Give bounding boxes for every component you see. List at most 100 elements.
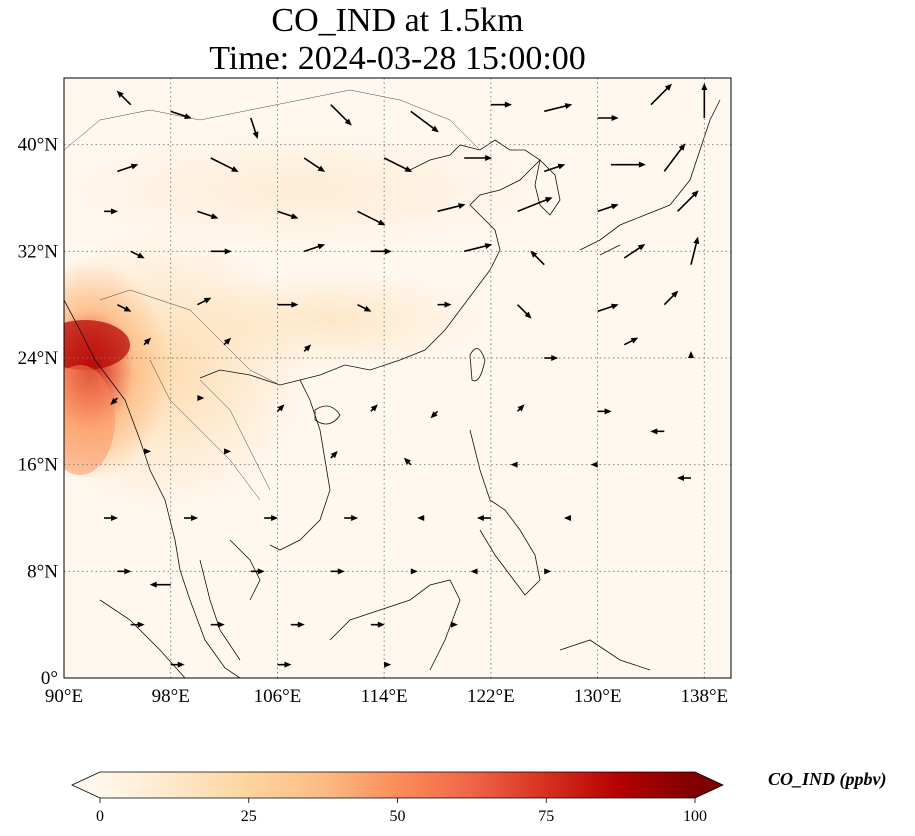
- border-china-southwest: [99, 289, 281, 386]
- wind-arrow: [403, 457, 412, 466]
- wind-arrow: [663, 290, 679, 306]
- wind-arrow: [303, 157, 326, 172]
- colorbar-ticks: 0 25 50 75 100: [96, 798, 707, 825]
- wind-arrow: [597, 303, 619, 313]
- border-china-north: [64, 89, 481, 151]
- wind-arrow: [210, 157, 239, 172]
- wind-arrow: [330, 568, 345, 575]
- x-tick-label: 122°E: [467, 686, 515, 707]
- colorbar: 0 25 50 75 100: [71, 771, 724, 825]
- colorbar-label: CO_IND (ppbv): [768, 769, 887, 789]
- co-plume-bay-of-bengal: [64, 365, 115, 475]
- x-tick-label: 114°E: [361, 686, 408, 707]
- wind-arrow: [663, 143, 686, 172]
- coastlines: [64, 99, 721, 678]
- wind-arrow: [623, 244, 646, 259]
- co-hotspot-myanmar: [64, 320, 130, 370]
- wind-arrow: [516, 304, 532, 319]
- wind-arrow: [410, 568, 418, 575]
- gridlines: [64, 78, 731, 678]
- map-title-line1: CO_IND at 1.5km: [271, 2, 524, 39]
- map-title-line2: Time: 2024-03-28 15:00:00: [209, 40, 586, 77]
- wind-arrow: [597, 408, 612, 415]
- wind-arrow: [517, 197, 553, 213]
- wind-arrow: [210, 621, 225, 628]
- y-tick-label: 40°N: [18, 135, 59, 156]
- coast-gulf-of-thailand: [229, 539, 261, 601]
- y-tick-labels: 0° 8°N 16°N 24°N 32°N 40°N: [18, 135, 59, 689]
- colorbar-tick-label: 75: [538, 808, 554, 825]
- wind-arrow: [701, 83, 708, 118]
- wind-arrow: [303, 344, 312, 352]
- wind-arrow: [223, 337, 232, 346]
- wind-arrow: [277, 301, 299, 308]
- wind-arrow: [383, 157, 413, 172]
- wind-arrow: [544, 568, 552, 575]
- x-tick-label: 106°E: [254, 686, 302, 707]
- wind-arrow: [476, 515, 491, 521]
- colorbar-tick-label: 50: [390, 808, 406, 825]
- wind-arrow: [690, 236, 700, 265]
- wind-arrow: [116, 90, 132, 106]
- colorbar-tick-label: 0: [96, 808, 104, 825]
- wind-arrow: [250, 568, 265, 575]
- wind-arrow: [276, 404, 285, 412]
- wind-arrow: [370, 248, 392, 255]
- wind-arrow: [117, 163, 139, 173]
- colorbar-extend-high: [695, 772, 723, 798]
- wind-arrow: [437, 203, 466, 213]
- wind-arrow: [184, 515, 199, 521]
- wind-arrow: [470, 568, 478, 575]
- wind-arrow: [597, 203, 619, 213]
- wind-arrow: [130, 621, 145, 628]
- x-tick-label: 130°E: [574, 686, 622, 707]
- wind-arrow: [170, 661, 185, 668]
- wind-arrow: [264, 515, 279, 521]
- wind-arrow: [410, 110, 439, 133]
- map-panel: [64, 78, 731, 678]
- wind-arrow: [277, 661, 292, 668]
- wind-arrow: [677, 190, 699, 212]
- wind-arrow: [117, 568, 132, 575]
- map-frame: [63, 77, 732, 679]
- colorbar-tick-label: 25: [241, 808, 257, 825]
- x-tick-labels: 90°E 98°E 106°E 114°E 122°E 130°E 138°E: [45, 686, 728, 707]
- wind-arrow: [170, 110, 192, 119]
- wind-arrow: [464, 155, 493, 161]
- wind-arrow: [290, 621, 305, 628]
- wind-arrow: [370, 621, 385, 628]
- wind-arrow: [197, 210, 219, 219]
- wind-arrow: [117, 303, 132, 312]
- y-tick-label: 16°N: [18, 455, 59, 476]
- co-haze-north-china: [64, 130, 550, 250]
- wind-arrow: [357, 303, 372, 312]
- wind-arrow: [623, 337, 639, 346]
- wind-arrow: [197, 297, 212, 306]
- wind-arrow: [597, 115, 619, 121]
- y-tick-label: 32°N: [18, 241, 59, 262]
- coast-taiwan: [469, 348, 486, 382]
- co-haze-south-china: [170, 270, 490, 370]
- wind-arrow: [303, 243, 326, 253]
- wind-arrow: [437, 301, 452, 308]
- wind-arrow: [370, 404, 378, 412]
- colorbar-gradient: [100, 772, 695, 798]
- y-tick-label: 0°: [41, 668, 58, 689]
- wind-arrow: [610, 161, 646, 168]
- y-tick-label: 8°N: [27, 561, 58, 582]
- coast-mainland-asia: [64, 139, 541, 678]
- wind-arrow: [197, 395, 205, 401]
- x-tick-label: 90°E: [45, 686, 83, 707]
- wind-arrow: [250, 117, 259, 139]
- wind-arrow: [224, 448, 232, 455]
- wind-arrow: [563, 515, 571, 521]
- wind-arrow: [543, 163, 566, 173]
- coast-borneo: [329, 579, 461, 671]
- wind-arrow: [384, 661, 392, 668]
- wind-arrow: [464, 243, 493, 253]
- wind-arrow: [344, 515, 359, 521]
- country-borders: [64, 89, 481, 501]
- coast-philippines: [469, 429, 541, 596]
- wind-arrow: [430, 410, 439, 419]
